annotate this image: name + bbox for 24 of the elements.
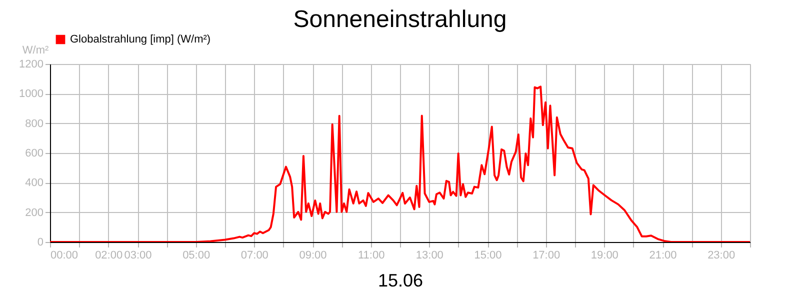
x-tick-label: 17:00 — [532, 250, 560, 262]
x-tick-label: 11:00 — [358, 250, 385, 262]
x-tick-label: 15:00 — [474, 250, 502, 262]
x-tick-label: 07:00 — [240, 250, 268, 262]
x-tick-label: 05:00 — [182, 250, 210, 262]
y-tick-label: 1000 — [19, 88, 44, 100]
x-tick-label: 21:00 — [649, 250, 677, 262]
legend-label: Globalstrahlung [imp] (W/m²) — [70, 34, 211, 46]
x-tick-label: 02:00 — [95, 250, 123, 262]
x-tick-label: 23:00 — [708, 250, 736, 262]
y-tick-label: 400 — [25, 177, 44, 190]
chart-title: Sonneneinstrahlung — [293, 6, 507, 33]
x-tick-label: 13:00 — [416, 250, 444, 262]
y-tick-label: 800 — [25, 118, 44, 130]
x-tick-label: 00:00 — [50, 250, 78, 262]
y-axis-title: W/m² — [22, 44, 49, 56]
x-tick-label: 03:00 — [124, 250, 152, 262]
x-tick-label: 19:00 — [590, 250, 618, 262]
x-axis-title: 15.06 — [378, 270, 424, 290]
y-tick-label: 600 — [25, 148, 44, 160]
y-tick-label: 1200 — [19, 58, 44, 70]
x-tick-label: 09:00 — [299, 250, 327, 262]
y-tick-label: 200 — [25, 206, 44, 219]
y-tick-label: 0 — [37, 236, 44, 248]
